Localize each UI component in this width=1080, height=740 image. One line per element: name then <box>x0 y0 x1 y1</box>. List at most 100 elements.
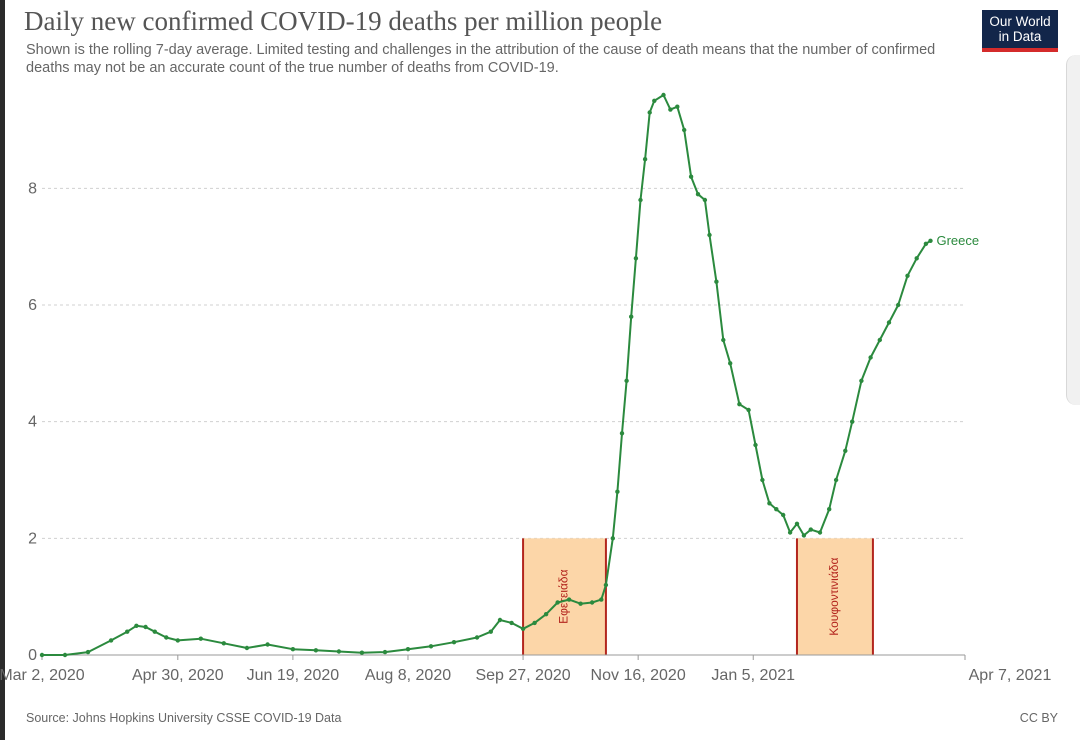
data-point <box>290 647 296 652</box>
data-point <box>125 629 130 634</box>
x-tick-label: Nov 16, 2020 <box>591 667 686 684</box>
data-point <box>886 320 892 325</box>
data-point <box>497 617 503 623</box>
annotation-label: Εφετειάδα <box>557 569 571 624</box>
annotation-band <box>523 538 606 655</box>
data-point <box>787 530 793 535</box>
data-point <box>62 652 68 658</box>
scrollbar[interactable] <box>1066 55 1080 405</box>
data-point <box>428 644 434 649</box>
chart-subtitle: Shown is the rolling 7-day average. Limi… <box>26 42 936 76</box>
data-point <box>578 601 583 606</box>
data-point <box>313 648 319 653</box>
data-point <box>599 597 604 602</box>
data-point <box>566 597 572 602</box>
line-chart: Εφετειάδα Κουφοντινιάδα 0 2 4 6 8 Mar 2, 2020 A… <box>0 92 1051 684</box>
data-point <box>721 337 726 343</box>
data-point <box>615 489 620 494</box>
series-layer: Greece <box>39 92 979 658</box>
license-link[interactable]: CC BY <box>1019 711 1058 725</box>
y-tick-label: 6 <box>28 297 37 314</box>
data-point <box>774 507 779 512</box>
data-point <box>143 624 148 630</box>
data-point <box>817 530 823 535</box>
data-point <box>405 647 411 652</box>
data-point <box>781 512 786 518</box>
data-point <box>767 501 772 506</box>
annotation-band <box>796 538 873 655</box>
chart-title: Daily new confirmed COVID-19 deaths per … <box>24 6 663 36</box>
data-point <box>877 337 882 343</box>
data-point <box>707 232 712 238</box>
axis-layer: 0 2 4 6 8 Mar 2, 2020 Apr 30, 2020 Jun 19, 2020… <box>0 180 1051 684</box>
data-point <box>610 536 615 541</box>
logo-line-2: in Data <box>998 29 1042 44</box>
x-tick-label: Aug 8, 2020 <box>365 667 451 684</box>
data-point <box>914 256 919 261</box>
data-point <box>695 192 701 197</box>
data-point <box>859 378 864 383</box>
data-point <box>905 273 910 278</box>
data-point <box>688 174 694 179</box>
data-point <box>509 620 514 626</box>
data-point <box>589 600 595 605</box>
y-tick-label: 2 <box>28 530 37 547</box>
data-point <box>728 361 733 366</box>
data-point <box>868 355 873 360</box>
data-point <box>451 640 457 645</box>
x-tick-label: Mar 2, 2020 <box>0 667 85 684</box>
data-point <box>827 507 832 512</box>
annotation-label: Κουφοντινιάδα <box>827 558 841 636</box>
data-point <box>85 649 91 655</box>
data-point <box>801 533 807 538</box>
data-point <box>603 582 609 588</box>
data-point <box>175 638 180 643</box>
data-point <box>152 629 157 634</box>
data-point <box>661 92 666 98</box>
data-point <box>543 612 549 617</box>
data-point <box>808 527 813 532</box>
x-tick-label: Jun 19, 2020 <box>247 667 340 684</box>
data-point <box>265 642 270 647</box>
data-point <box>702 197 708 203</box>
data-point <box>675 104 680 109</box>
data-point <box>624 378 629 383</box>
data-point <box>164 635 169 640</box>
data-point <box>336 649 342 654</box>
data-point <box>244 645 250 651</box>
data-point <box>619 431 625 436</box>
data-point <box>760 477 765 483</box>
data-point <box>642 157 648 162</box>
data-point <box>843 448 848 453</box>
data-point <box>833 477 839 483</box>
annotation-layer: Εφετειάδα Κουφοντινιάδα <box>522 538 874 655</box>
data-point <box>198 636 203 641</box>
data-point <box>668 107 673 112</box>
data-point <box>488 629 493 634</box>
data-point <box>850 419 855 424</box>
screen-edge <box>0 0 5 740</box>
data-point <box>647 110 652 115</box>
data-point <box>928 238 933 243</box>
source-note: Source: Johns Hopkins University CSSE CO… <box>26 711 342 725</box>
data-point <box>923 241 929 246</box>
y-tick-label: 0 <box>28 647 37 664</box>
data-point <box>134 623 139 628</box>
grid-layer <box>42 187 965 539</box>
data-point <box>714 279 719 284</box>
data-point <box>532 620 537 626</box>
x-tick-label: Apr 30, 2020 <box>132 667 224 684</box>
owid-logo[interactable]: Our World in Data <box>982 10 1058 52</box>
data-point <box>682 127 687 133</box>
data-point <box>221 641 226 646</box>
data-point <box>746 407 751 413</box>
data-point <box>382 649 388 655</box>
data-point <box>359 650 365 655</box>
data-point <box>633 256 639 261</box>
series-label-greece: Greece <box>936 233 979 248</box>
data-point <box>794 521 800 526</box>
x-tick-label: Apr 7, 2021 <box>969 667 1052 684</box>
data-point <box>737 402 742 407</box>
x-tick-label: Sep 27, 2020 <box>475 667 570 684</box>
data-point <box>753 442 758 448</box>
